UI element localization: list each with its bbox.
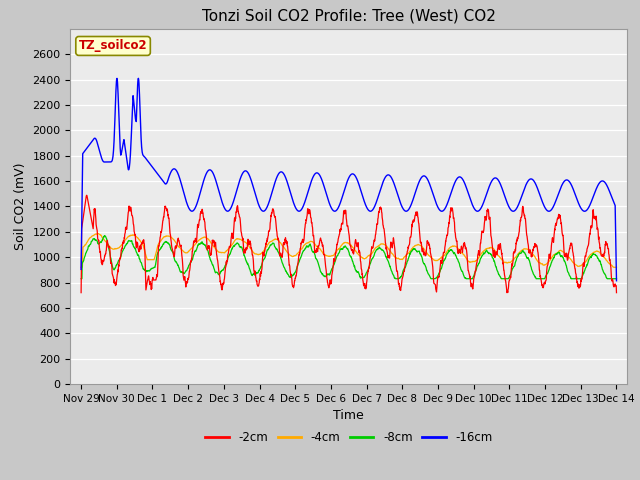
Y-axis label: Soil CO2 (mV): Soil CO2 (mV) [14,163,27,250]
Title: Tonzi Soil CO2 Profile: Tree (West) CO2: Tonzi Soil CO2 Profile: Tree (West) CO2 [202,9,496,24]
X-axis label: Time: Time [333,409,364,422]
Text: TZ_soilco2: TZ_soilco2 [79,39,147,52]
Legend: -2cm, -4cm, -8cm, -16cm: -2cm, -4cm, -8cm, -16cm [200,427,497,449]
